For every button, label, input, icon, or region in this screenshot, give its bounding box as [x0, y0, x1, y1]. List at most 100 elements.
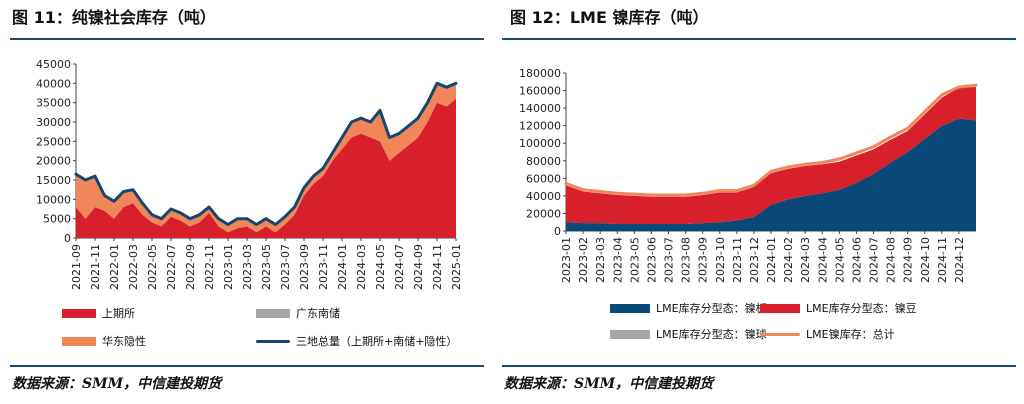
left-bottom-rule: [10, 365, 484, 367]
right-x-tick-label: 2024-09: [902, 237, 915, 283]
left-area-series-0: [76, 98, 456, 238]
left-chart-title: 图 11：纯镍社会库存（吨）: [12, 8, 216, 27]
right-line-series-3: [564, 83, 978, 197]
right-x-tick-label: 2024-07: [868, 237, 881, 283]
legend-line-lme-total: [760, 332, 800, 336]
left-x-tick-label: 2022-03: [127, 244, 140, 290]
right-y-tick-label: 120000: [519, 120, 561, 133]
legend-label-lme-total: LME镍库存：总计: [806, 328, 895, 341]
right-x-tick-label: 2024-12: [953, 237, 966, 283]
legend-swatch-ban: [610, 303, 650, 313]
legend-lme-total: LME镍库存：总计: [760, 326, 895, 342]
right-x-tick-label: 2024-10: [919, 237, 932, 283]
right-y-tick-label: 60000: [526, 172, 561, 185]
left-x-tick-label: 2023-09: [298, 244, 311, 290]
left-x-tick-label: 2024-01: [336, 244, 349, 290]
legend-swatch-guangdong: [256, 308, 290, 318]
right-y-tick-label: 100000: [519, 137, 561, 150]
right-x-tick-label: 2023-07: [663, 237, 676, 283]
right-x-tick-label: 2024-03: [799, 237, 812, 283]
legend-label-huadong: 华东隐性: [102, 335, 146, 348]
legend-shfe: 上期所: [62, 305, 135, 321]
right-area-series-1: [566, 87, 976, 224]
legend-line-total: [256, 339, 290, 343]
right-source: 数据来源：SMM，中信建投期货: [504, 376, 714, 392]
legend-qiu: LME库存分型态：镍球: [610, 326, 767, 342]
left-x-tick-label: 2024-11: [431, 244, 444, 290]
left-y-tick-label: 45000: [36, 58, 71, 71]
left-title-rule: [10, 38, 484, 40]
right-x-tick-label: 2023-08: [680, 237, 693, 283]
right-y-tick-label: 160000: [519, 85, 561, 98]
left-x-tick-label: 2023-07: [279, 244, 292, 290]
left-x-tick-label: 2024-09: [412, 244, 425, 290]
right-title-rule: [502, 38, 1016, 40]
left-x-tick-label: 2022-11: [203, 244, 216, 290]
legend-label-ban: LME库存分型态：镍板: [656, 302, 767, 315]
right-x-tick-label: 2023-05: [628, 237, 641, 283]
legend-dou: LME库存分型态：镍豆: [760, 300, 917, 316]
right-x-tick-label: 2023-09: [697, 237, 710, 283]
right-bottom-rule: [502, 365, 1016, 367]
left-x-tick-label: 2021-09: [70, 244, 83, 290]
right-x-tick-label: 2024-02: [782, 237, 795, 283]
right-y-tick-label: 40000: [526, 190, 561, 203]
legend-swatch-dou: [760, 303, 800, 313]
right-chart-title: 图 12：LME 镍库存（吨）: [510, 8, 709, 27]
right-chart: 0 20000 40000 60000 80000 100000 120000 140000 1…: [519, 67, 978, 283]
right-x-tick-label: 2024-06: [850, 237, 863, 283]
right-x-tick-label: 2023-04: [611, 237, 624, 283]
left-x-tick-label: 2023-11: [317, 244, 330, 290]
left-x-tick-label: 2025-01: [450, 244, 463, 290]
left-y-tick-label: 5000: [43, 213, 71, 226]
left-area-series-1: [76, 83, 456, 233]
left-x-tick-label: 2022-05: [146, 244, 159, 290]
legend-swatch-qiu: [610, 329, 650, 339]
left-y-tick-label: 35000: [36, 97, 71, 110]
right-y-tick-label: 0: [554, 225, 561, 238]
legend-label-shfe: 上期所: [102, 307, 135, 320]
legend-label-total: 三地总量（上期所+南储+隐性）: [296, 335, 458, 348]
left-x-tick-label: 2024-05: [374, 244, 387, 290]
right-y-tick-label: 140000: [519, 102, 561, 115]
left-y-tick-label: 20000: [36, 155, 71, 168]
left-line-series-3: [74, 81, 458, 226]
left-x-tick-label: 2023-05: [260, 244, 273, 290]
right-x-tick-label: 2023-12: [748, 237, 761, 283]
right-x-tick-label: 2023-02: [577, 237, 590, 283]
legend-label-guangdong: 广东南储: [296, 307, 340, 320]
left-source: 数据来源：SMM，中信建投期货: [12, 376, 222, 392]
right-x-tick-label: 2024-08: [885, 237, 898, 283]
right-y-tick-label: 180000: [519, 67, 561, 80]
left-chart: 0 5000 10000 15000 20000 25000 30000 35000 40000…: [36, 58, 463, 290]
left-x-tick-label: 2023-03: [241, 244, 254, 290]
left-x-tick-label: 2024-03: [355, 244, 368, 290]
legend-label-qiu: LME库存分型态：镍球: [656, 328, 767, 341]
right-panel: 图 12：LME 镍库存（吨） 0 20000 40000 60000 80000 100…: [492, 0, 1024, 404]
right-x-tick-label: 2024-05: [833, 237, 846, 283]
right-x-tick-label: 2024-11: [936, 237, 949, 283]
left-x-tick-label: 2021-11: [89, 244, 102, 290]
left-y-tick-label: 0: [64, 232, 71, 245]
legend-swatch-huadong: [62, 336, 96, 346]
right-x-tick-label: 2023-06: [645, 237, 658, 283]
legend-guangdong: 广东南储: [256, 305, 340, 321]
left-x-tick-label: 2022-01: [108, 244, 121, 290]
right-area-series-0: [566, 118, 976, 231]
left-y-tick-label: 40000: [36, 77, 71, 90]
left-panel: 图 11：纯镍社会库存（吨） 0 5000 10000 15000 20000 25000…: [0, 0, 492, 404]
legend-ban: LME库存分型态：镍板: [610, 300, 767, 316]
left-x-tick-label: 2023-01: [222, 244, 235, 290]
legend-huadong: 华东隐性: [62, 333, 146, 349]
left-x-tick-label: 2024-07: [393, 244, 406, 290]
left-y-tick-label: 15000: [36, 174, 71, 187]
legend-label-dou: LME库存分型态：镍豆: [806, 302, 917, 315]
left-y-tick-label: 10000: [36, 193, 71, 206]
legend-swatch-shfe: [62, 308, 96, 318]
left-x-tick-label: 2022-09: [184, 244, 197, 290]
right-y-tick-label: 20000: [526, 207, 561, 220]
right-x-tick-label: 2024-01: [765, 237, 778, 283]
right-x-tick-label: 2023-11: [731, 237, 744, 283]
left-y-tick-label: 25000: [36, 135, 71, 148]
right-x-tick-label: 2023-10: [714, 237, 727, 283]
